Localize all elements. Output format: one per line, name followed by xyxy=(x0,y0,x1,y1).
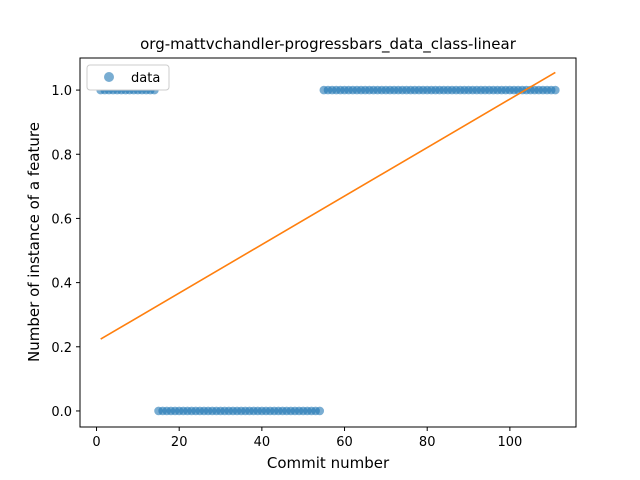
y-tick-label: 0.4 xyxy=(51,277,72,292)
y-axis-label: Number of instance of a feature xyxy=(25,122,43,362)
y-tick-label: 0.6 xyxy=(51,212,72,227)
chart-title: org-mattvchandler-progressbars_data_clas… xyxy=(140,35,517,54)
data-point xyxy=(551,85,560,95)
series-layer xyxy=(96,71,560,416)
x-tick-label: 0 xyxy=(92,435,100,450)
x-tick-label: 60 xyxy=(336,435,353,450)
y-tick-label: 1.0 xyxy=(51,84,72,99)
linear-fit-line xyxy=(100,71,556,340)
x-tick-label: 100 xyxy=(497,435,522,450)
y-tick-label: 0.2 xyxy=(51,341,72,356)
legend-box xyxy=(86,64,170,91)
x-tick-label: 40 xyxy=(254,435,271,450)
y-tick-label: 0.0 xyxy=(51,405,72,420)
legend: data xyxy=(86,64,170,91)
x-axis-label: Commit number xyxy=(267,454,390,472)
legend-marker-data xyxy=(104,72,114,82)
x-axis-ticks: 0 20 40 60 80 100 xyxy=(92,427,522,450)
plot-frame xyxy=(79,57,577,428)
legend-label-data: data xyxy=(131,71,160,86)
x-tick-label: 20 xyxy=(171,435,188,450)
y-axis-ticks: 0.0 0.2 0.4 0.6 0.8 1.0 xyxy=(51,84,80,420)
x-tick-label: 80 xyxy=(419,435,436,450)
data-point xyxy=(315,406,325,416)
y-tick-label: 0.8 xyxy=(51,148,72,163)
